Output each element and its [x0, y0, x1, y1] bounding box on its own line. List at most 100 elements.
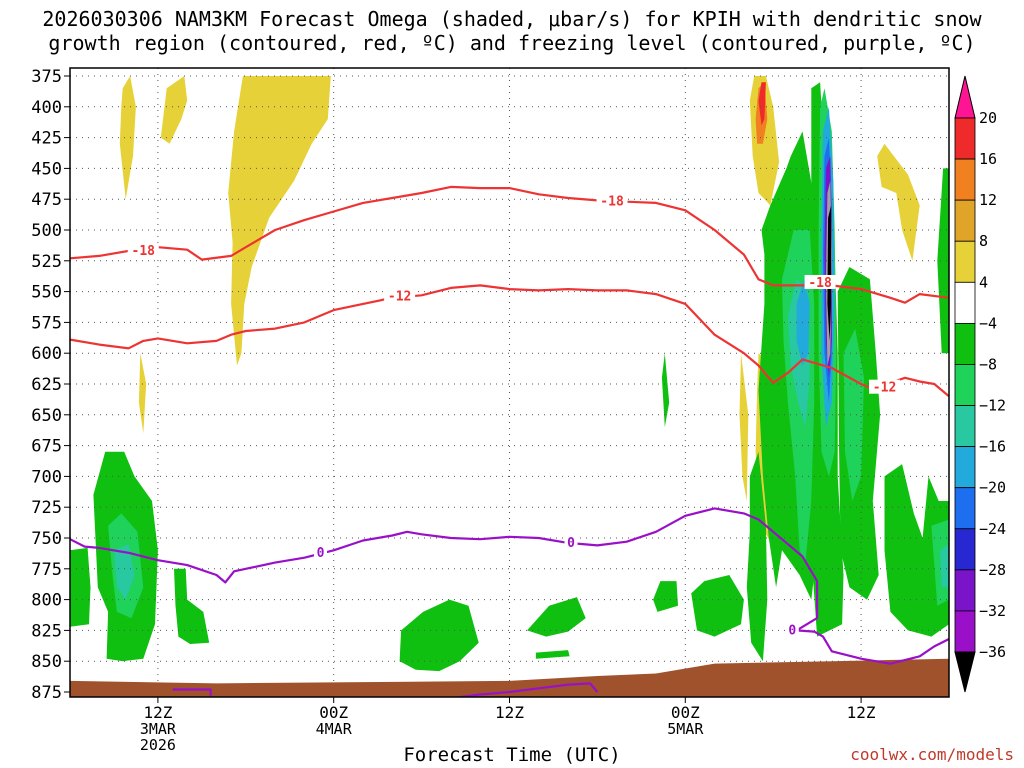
x-tick-label: 12Z [847, 703, 876, 722]
contour-label-bg [314, 544, 328, 559]
omega-shading-layer [70, 76, 949, 672]
colorbar-swatch [954, 281, 976, 324]
x-tick-label: 5MAR [667, 720, 704, 738]
contour-label: 0 [788, 623, 796, 638]
colorbar-tick-label: −8 [979, 355, 997, 373]
colorbar-tick-label: 4 [979, 273, 988, 291]
y-tick-label: 575 [31, 313, 62, 333]
colorbar-swatch [954, 487, 976, 530]
omega-region-15 [70, 547, 91, 627]
colorbar-tick-label: −4 [979, 314, 997, 332]
omega-region-14 [114, 544, 135, 600]
x-tick-label: 2026 [140, 736, 176, 754]
contour-label-bg [804, 274, 836, 289]
contour-label: 0 [567, 536, 575, 551]
y-tick-label: 450 [31, 159, 62, 179]
omega-region-1 [160, 76, 188, 144]
colorbar-max-arrow [954, 75, 976, 119]
y-axis: 375 400 425 450 475 500 525 550 575 600 625 650 675 7… [31, 67, 70, 703]
colorbar-tick-label: 12 [979, 191, 997, 209]
y-tick-label: 625 [31, 375, 62, 395]
y-tick-label: 475 [31, 190, 62, 210]
colorbar-swatch [954, 610, 976, 653]
omega-region-17 [399, 599, 479, 672]
colorbar-tick-label: −16 [979, 438, 1006, 456]
colorbar-tick-label: −32 [979, 602, 1006, 620]
y-tick-label: 600 [31, 344, 62, 364]
x-tick-label: 00Z [671, 703, 700, 722]
omega-region-39 [940, 544, 949, 588]
x-tick-label: 4MAR [316, 720, 353, 738]
y-tick-label: 550 [31, 283, 62, 303]
colorbar-swatch [954, 364, 976, 406]
colorbar-swatch [954, 199, 976, 242]
omega-region-37 [884, 464, 949, 637]
contour-line-3 [172, 688, 212, 696]
omega-region-3 [138, 353, 147, 434]
omega-region-8 [739, 353, 749, 501]
y-tick-label: 800 [31, 591, 62, 611]
terrain-fill [70, 658, 949, 697]
contour-label: -12 [873, 381, 896, 396]
y-tick-label: 775 [31, 560, 62, 580]
omega-region-34 [827, 205, 832, 341]
colorbar-tick-label: −28 [979, 561, 1006, 579]
contour-label: -12 [388, 290, 411, 305]
omega-region-20 [661, 353, 670, 428]
omega-region-6 [758, 82, 766, 126]
omega-region-40 [937, 168, 949, 354]
contour-label: -18 [132, 244, 156, 259]
y-tick-label: 425 [31, 129, 62, 149]
omega-region-19 [535, 650, 570, 659]
contour-label-bg [869, 379, 901, 394]
y-tick-label: 750 [31, 529, 62, 549]
grid-layer [70, 68, 949, 697]
contour-label-bg [564, 534, 578, 549]
colorbar-swatch [954, 405, 976, 448]
x-tick-label: 12Z [495, 703, 524, 722]
colorbar-swatch [954, 446, 976, 489]
omega-region-36 [843, 328, 864, 501]
terrain-layer [70, 658, 949, 697]
colorbar-swatch [954, 528, 976, 571]
colorbar-swatch [954, 240, 976, 283]
x-tick-label: 3MAR [140, 720, 177, 738]
omega-region-16 [174, 568, 210, 644]
y-tick-label: 500 [31, 221, 62, 241]
contour-label: -18 [808, 276, 832, 291]
omega-region-7 [877, 143, 920, 261]
x-axis-label: Forecast Time (UTC) [403, 744, 621, 766]
colorbar-swatch [954, 322, 976, 365]
contour-label-bg [127, 242, 159, 257]
contour-label-bg [785, 622, 799, 637]
omega-region-23 [746, 451, 768, 662]
colorbar-tick-label: −20 [979, 479, 1006, 497]
contour-line-1 [70, 284, 949, 398]
y-tick-label: 375 [31, 67, 62, 87]
colorbar-tick-label: 8 [979, 232, 988, 250]
contour-label-bg [384, 288, 416, 303]
contour-line-4 [451, 682, 599, 697]
colorbar-tick-label: −36 [979, 643, 1006, 661]
colorbar-tick-label: −24 [979, 520, 1006, 538]
y-tick-label: 700 [31, 467, 62, 487]
colorbar-min-arrow [954, 651, 976, 693]
chart-title-line1: 2026030306 NAM3KM Forecast Omega (shaded… [42, 7, 982, 31]
colorbar-tick-label: 16 [979, 150, 997, 168]
colorbar: 20 16 12 8 4 −4 −8 −12 −16 −20 −24 −28 −32 −36 [954, 75, 1006, 693]
x-tick-label: 12Z [143, 703, 172, 722]
colorbar-tick-label: −12 [979, 397, 1006, 415]
y-tick-label: 875 [31, 683, 62, 703]
x-tick-label: 00Z [319, 703, 348, 722]
y-tick-label: 825 [31, 621, 62, 641]
y-tick-label: 525 [31, 252, 62, 272]
omega-region-22 [691, 575, 744, 637]
colorbar-swatch [954, 569, 976, 612]
contour-label: 0 [317, 546, 325, 561]
omega-region-0 [119, 76, 136, 200]
omega-region-18 [527, 597, 586, 637]
omega-region-28 [796, 279, 810, 366]
omega-region-2 [228, 76, 331, 366]
